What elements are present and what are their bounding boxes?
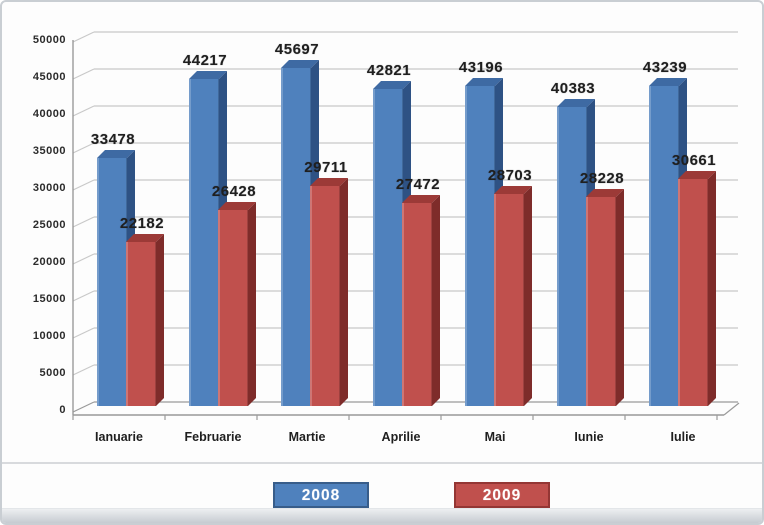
x-axis-label: Februarie xyxy=(184,430,242,444)
x-axis-label: Iunie xyxy=(574,430,604,444)
value-label-2009: 30661 xyxy=(671,152,717,169)
bar-2009-Iunie xyxy=(586,197,616,406)
gridline-depth-connector xyxy=(72,327,95,339)
legend-item-2009: 2009 xyxy=(454,482,550,508)
value-label-2009: 22182 xyxy=(119,215,165,232)
bar-2008-Iunie xyxy=(557,107,587,406)
bar-2009-Ianuarie xyxy=(126,242,156,406)
x-axis-label: Iulie xyxy=(670,430,696,444)
value-label-2009: 28703 xyxy=(487,167,533,184)
floor-right-edge xyxy=(723,402,740,416)
y-axis-label: 20000 xyxy=(32,256,66,268)
bar-side-2009 xyxy=(708,171,716,406)
value-label-2009: 27472 xyxy=(395,176,441,193)
x-axis-label: Aprilie xyxy=(381,430,421,444)
y-axis-label: 30000 xyxy=(32,182,66,194)
y-axis-label: 45000 xyxy=(32,71,66,83)
value-label-2008: 33478 xyxy=(90,131,136,148)
gridline-depth-connector xyxy=(72,401,95,413)
y-axis-label: 50000 xyxy=(32,34,66,46)
y-axis-label: 5000 xyxy=(39,367,66,379)
y-axis-label: 15000 xyxy=(32,293,66,305)
y-axis-label: 35000 xyxy=(32,145,66,157)
bar-2009-Mai xyxy=(494,194,524,406)
bar-2009-Iulie xyxy=(678,179,708,406)
gridline-depth-connector xyxy=(72,364,95,376)
gridline-depth-connector xyxy=(72,216,95,228)
value-label-2009: 26428 xyxy=(211,183,257,200)
bar-side-2009 xyxy=(340,178,348,406)
legend-item-2008: 2008 xyxy=(273,482,369,508)
bar-2008-Februarie xyxy=(189,79,219,406)
x-axis-label: Martie xyxy=(288,430,326,444)
value-label-2008: 43239 xyxy=(642,59,688,76)
y-axis-label: 25000 xyxy=(32,219,66,231)
legend: 2008 2009 xyxy=(2,464,762,510)
bar-2008-Martie xyxy=(281,68,311,406)
bar-side-2009 xyxy=(156,234,164,406)
value-label-2008: 43196 xyxy=(458,59,504,76)
gridline-depth-connector xyxy=(72,290,95,302)
gridline-depth-connector xyxy=(72,179,95,191)
bar-side-2009 xyxy=(616,189,624,406)
gridline-depth-connector xyxy=(72,253,95,265)
chart-legend-divider xyxy=(2,462,762,464)
bar-2008-Aprilie xyxy=(373,89,403,406)
bar-2008-Ianuarie xyxy=(97,158,127,406)
value-label-2009: 28228 xyxy=(579,170,625,187)
bar-2009-Februarie xyxy=(218,210,248,406)
gridline-depth-connector xyxy=(72,105,95,117)
gridline-depth-connector xyxy=(72,142,95,154)
y-axis-label: 10000 xyxy=(32,330,66,342)
chart-region: 0 5000 10000 15000 20000 25000 30000 35000 40000… xyxy=(2,2,762,458)
gridline-depth-connector xyxy=(72,68,95,80)
bar-2009-Aprilie xyxy=(402,203,432,406)
value-label-2008: 40383 xyxy=(550,80,596,97)
y-axis-label: 40000 xyxy=(32,108,66,120)
x-axis-label: Ianuarie xyxy=(95,430,143,444)
gridline-depth-connector xyxy=(72,31,95,43)
window-footer-strip xyxy=(2,508,762,523)
value-label-2008: 42821 xyxy=(366,62,412,79)
bar-side-2009 xyxy=(248,202,256,406)
bar-2008-Mai xyxy=(465,86,495,406)
bar-2009-Martie xyxy=(310,186,340,406)
bar-side-2009 xyxy=(524,186,532,406)
bar-side-2009 xyxy=(432,195,440,406)
value-label-2008: 44217 xyxy=(182,52,228,69)
value-label-2009: 29711 xyxy=(304,159,348,176)
x-axis-label: Mai xyxy=(484,430,506,444)
bar-2008-Iulie xyxy=(649,86,679,406)
value-label-2008: 45697 xyxy=(274,41,320,58)
y-axis-label: 0 xyxy=(59,404,66,416)
